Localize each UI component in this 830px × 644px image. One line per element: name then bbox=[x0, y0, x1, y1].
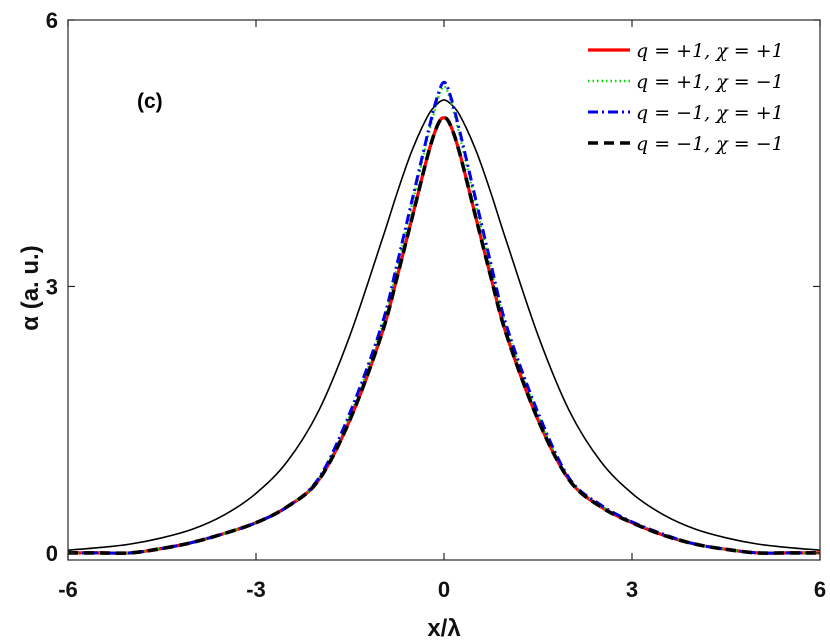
x-tick-label: 0 bbox=[438, 577, 450, 602]
legend-label: q = +1, χ = +1 bbox=[636, 40, 784, 62]
y-axis-label: α (a. u.) bbox=[17, 245, 44, 330]
y-tick-label: 0 bbox=[46, 541, 58, 566]
y-tick-label: 3 bbox=[46, 274, 58, 299]
x-tick-label: -3 bbox=[246, 577, 266, 602]
chart-series-group bbox=[67, 80, 821, 556]
legend-label: q = −1, χ = +1 bbox=[636, 102, 784, 124]
x-axis-label: x/λ bbox=[427, 615, 460, 642]
series-line-4 bbox=[67, 99, 821, 551]
axis-ticks: -6 -3 0 3 6 0 3 6 bbox=[46, 8, 826, 602]
legend-label: q = +1, χ = −1 bbox=[636, 71, 784, 93]
plot-area bbox=[68, 20, 820, 560]
series-line-3 bbox=[68, 115, 820, 556]
legend-label: q = −1, χ = −1 bbox=[636, 133, 784, 155]
y-tick-label: 6 bbox=[46, 8, 58, 33]
legend: q = +1, χ = +1 q = +1, χ = −1 q = −1, χ = … bbox=[588, 40, 784, 155]
panel-label: (c) bbox=[137, 90, 163, 113]
x-tick-label: -6 bbox=[58, 577, 78, 602]
x-tick-label: 3 bbox=[626, 577, 638, 602]
x-tick-label: 6 bbox=[814, 577, 826, 602]
